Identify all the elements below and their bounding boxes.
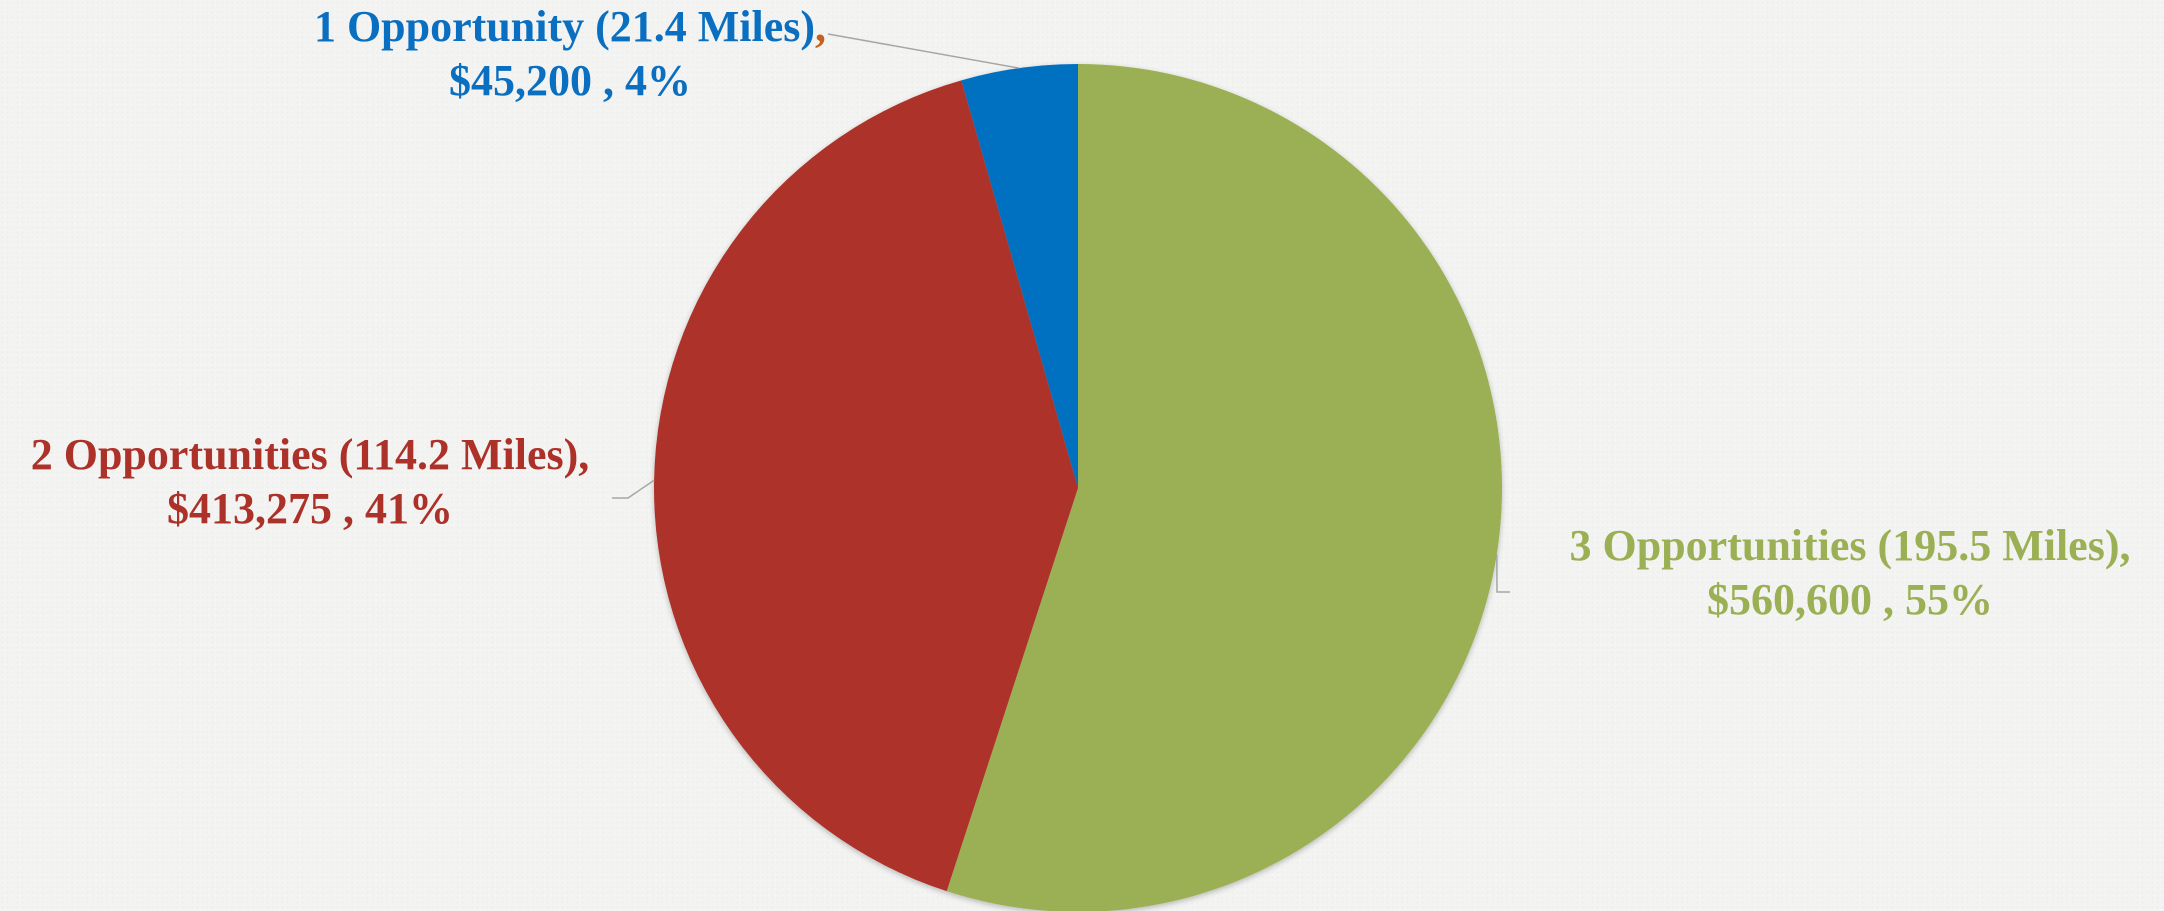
slice-label-2-line1: 2 Opportunities (114.2 Miles),	[30, 430, 590, 479]
slice-label-1-line2: $45,200 , 4%	[449, 56, 691, 105]
slice-label-1-opportunity: 1 Opportunity (21.4 Miles), $45,200 , 4%	[290, 0, 850, 108]
pie-slice-1	[946, 64, 1503, 911]
pie-slice-2	[654, 80, 1078, 892]
slice-label-2-opportunities: 2 Opportunities (114.2 Miles), $413,275 …	[0, 428, 620, 536]
slice-label-2-line2: $413,275 , 41%	[167, 484, 453, 533]
slice-label-3-line2: $560,600 , 55%	[1707, 575, 1993, 624]
leader-lines	[612, 33, 1510, 593]
slice-label-1-name: 1 Opportunity (21.4 Miles)	[313, 2, 816, 51]
leader-line-2	[612, 479, 655, 499]
leader-line-3	[827, 33, 1020, 69]
leader-line-1	[1496, 554, 1510, 593]
slice-label-3-opportunities: 3 Opportunities (195.5 Miles), $560,600 …	[1540, 519, 2160, 627]
pie-slice-3	[961, 64, 1078, 488]
slice-label-1-line1: 1 Opportunity (21.4 Miles),	[290, 0, 850, 54]
slice-label-1-comma: ,	[815, 2, 827, 51]
pie-slices	[654, 64, 1503, 911]
slice-label-3-line1: 3 Opportunities (195.5 Miles),	[1569, 521, 2131, 570]
